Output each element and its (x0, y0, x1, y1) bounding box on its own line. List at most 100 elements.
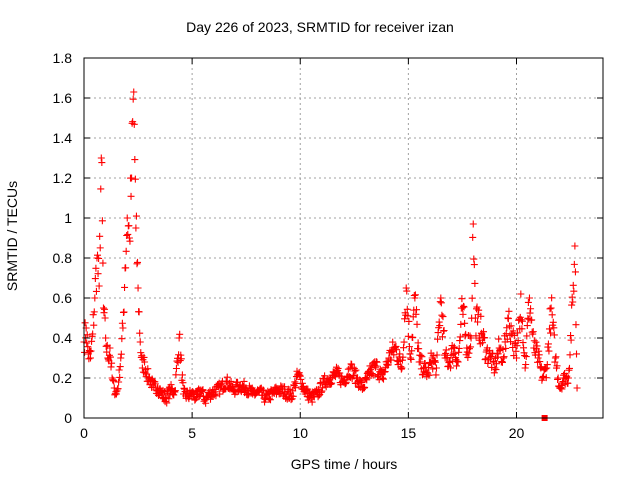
data-point (535, 351, 543, 359)
data-point (401, 315, 409, 323)
data-point (514, 329, 522, 337)
data-point (97, 185, 105, 193)
data-point (569, 298, 577, 306)
data-point (297, 375, 305, 383)
data-point (132, 212, 140, 220)
data-point (528, 316, 536, 324)
data-point (424, 370, 432, 378)
data-point (98, 217, 106, 225)
data-point (404, 332, 412, 340)
data-point (488, 363, 496, 371)
data-point (344, 365, 352, 373)
data-point (118, 335, 126, 343)
data-point (390, 351, 398, 359)
data-point (396, 350, 404, 358)
data-point (534, 354, 542, 362)
data-point (512, 347, 520, 355)
data-point (91, 275, 99, 283)
data-point (502, 344, 510, 352)
data-point (504, 315, 512, 323)
data-point (126, 237, 134, 245)
data-point (470, 261, 478, 269)
data-point (191, 395, 199, 403)
data-point (547, 304, 555, 312)
data-point (460, 303, 468, 311)
data-point (91, 294, 99, 302)
data-point (525, 294, 533, 302)
data-point (553, 362, 561, 370)
data-point (404, 312, 412, 320)
data-point (468, 294, 476, 302)
data-point (545, 347, 553, 355)
data-point (433, 351, 441, 359)
data-point (95, 282, 103, 290)
data-point (363, 376, 371, 384)
data-point (387, 356, 395, 364)
data-point (289, 392, 297, 400)
data-point (212, 392, 220, 400)
data-point (432, 371, 440, 379)
data-point (407, 355, 415, 363)
data-point (542, 374, 550, 382)
data-point (106, 353, 114, 361)
data-point (159, 386, 167, 394)
data-point (148, 383, 156, 391)
y-tick-label: 0.2 (53, 370, 73, 386)
axis-ticks: 0 0.2 0.4 0.6 0.8 1 1.2 1.4 1.6 1.8 0 5 10 15 20 (53, 50, 603, 441)
data-point (550, 331, 558, 339)
data-point (434, 335, 442, 343)
data-point (92, 264, 100, 272)
x-tick-label: 0 (80, 425, 88, 441)
data-point (95, 254, 103, 262)
data-point (440, 326, 448, 334)
data-point (348, 360, 356, 368)
data-point (491, 364, 499, 372)
data-point (378, 374, 386, 382)
data-point (527, 305, 535, 313)
data-point (134, 284, 142, 292)
data-point (439, 313, 447, 321)
data-point (522, 353, 530, 361)
y-tick-label: 0.4 (53, 330, 73, 346)
data-point (199, 386, 207, 394)
data-point (487, 353, 495, 361)
data-point (455, 344, 463, 352)
data-point (436, 322, 444, 330)
data-point (336, 369, 344, 377)
data-point (517, 290, 525, 298)
data-point (119, 324, 127, 332)
y-tick-label: 1.2 (53, 170, 73, 186)
data-point (544, 340, 552, 348)
data-point (389, 338, 397, 346)
x-axis-label: GPS time / hours (290, 456, 398, 472)
data-point (498, 358, 506, 366)
data-point (458, 304, 466, 312)
data-point (176, 330, 184, 338)
data-point (135, 308, 143, 316)
data-point (132, 224, 140, 232)
data-point (573, 350, 581, 358)
data-point (523, 322, 531, 330)
data-point (415, 345, 423, 353)
data-point (565, 364, 573, 372)
data-point (96, 244, 104, 252)
data-point (454, 358, 462, 366)
y-tick-label: 1 (64, 210, 72, 226)
data-point (129, 95, 137, 103)
data-point (480, 328, 488, 336)
data-point (509, 327, 517, 335)
data-point (102, 334, 110, 342)
x-tick-label: 15 (401, 425, 417, 441)
data-point (308, 398, 316, 406)
data-point (437, 299, 445, 307)
data-point (569, 281, 577, 289)
chart-title: Day 226 of 2023, SRMTID for receiver iza… (186, 19, 454, 35)
data-point (141, 358, 149, 366)
data-point (110, 377, 118, 385)
data-point (543, 361, 551, 369)
data-point (216, 390, 224, 398)
data-point (85, 355, 93, 363)
data-point (411, 291, 419, 299)
data-point (513, 354, 520, 362)
